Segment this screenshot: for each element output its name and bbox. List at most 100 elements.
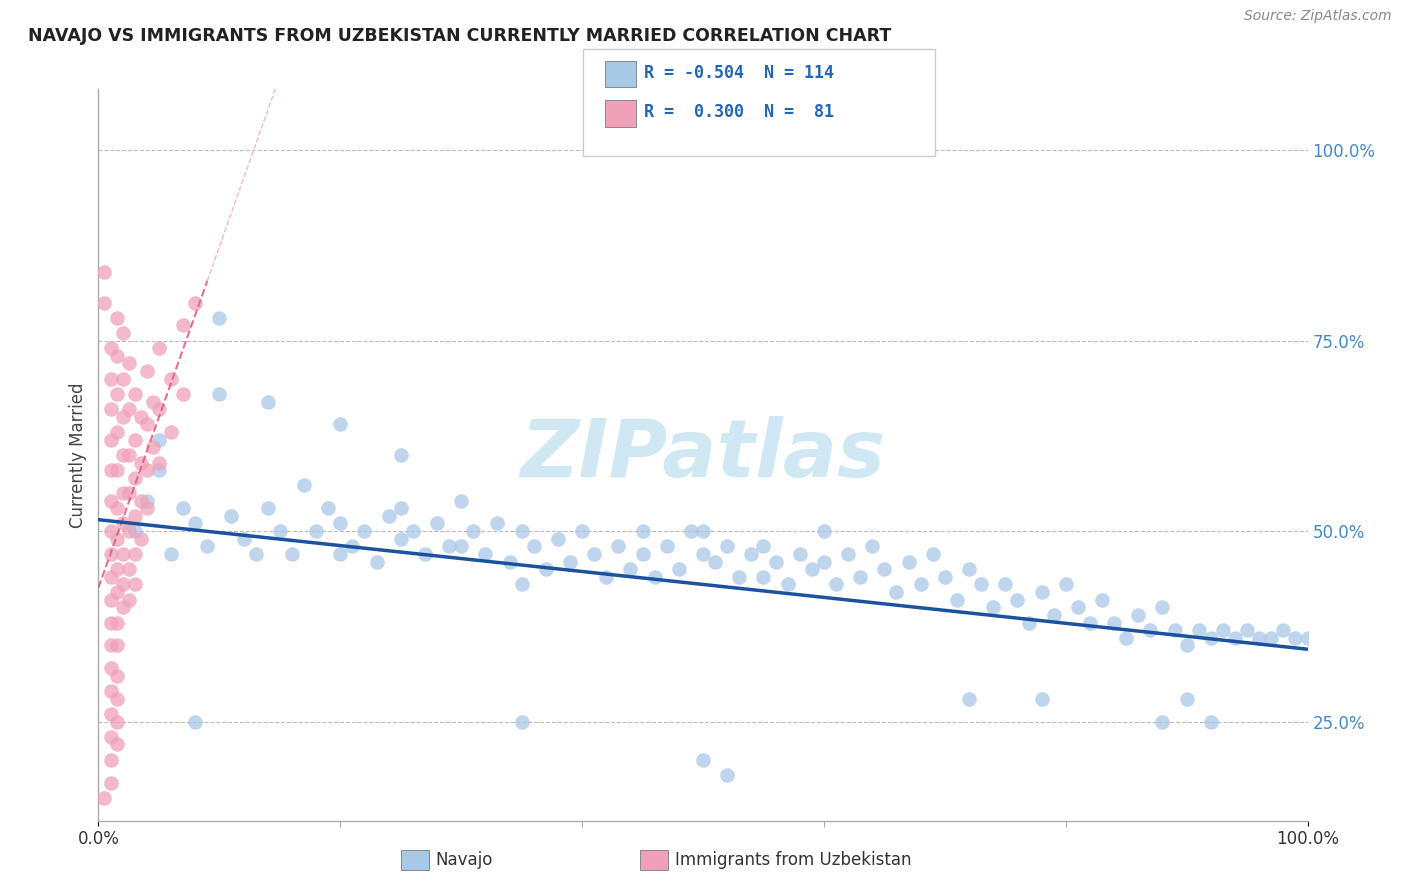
Point: [716, 539, 738, 553]
Point: [142, 394, 165, 409]
Point: [105, 310, 128, 325]
Point: [100, 493, 122, 508]
Point: [105, 615, 128, 630]
Point: [921, 547, 943, 561]
Text: Navajo: Navajo: [436, 851, 494, 869]
Point: [105, 639, 128, 653]
Point: [910, 577, 932, 591]
Point: [474, 547, 496, 561]
Point: [105, 349, 128, 363]
Point: [118, 524, 141, 538]
Point: [1188, 623, 1211, 637]
Point: [100, 433, 122, 447]
Point: [172, 318, 194, 333]
Point: [402, 524, 425, 538]
Point: [105, 738, 128, 752]
Point: [148, 341, 170, 355]
Point: [124, 547, 146, 561]
Point: [135, 501, 157, 516]
Point: [100, 372, 122, 386]
Point: [1199, 714, 1222, 729]
Point: [281, 547, 304, 561]
Point: [111, 600, 134, 615]
Point: [111, 516, 134, 531]
Point: [934, 570, 956, 584]
Point: [124, 387, 146, 401]
Point: [668, 562, 690, 576]
Point: [124, 471, 146, 485]
Point: [100, 684, 122, 698]
Point: [142, 440, 165, 454]
Point: [716, 768, 738, 782]
Point: [1223, 631, 1246, 645]
Point: [377, 508, 399, 523]
Point: [316, 501, 339, 516]
Point: [160, 372, 183, 386]
Point: [100, 341, 122, 355]
Point: [510, 714, 533, 729]
Point: [1199, 631, 1222, 645]
Point: [692, 753, 714, 767]
Point: [1042, 607, 1064, 622]
Point: [93, 790, 115, 805]
Point: [160, 425, 183, 439]
Point: [1078, 615, 1101, 630]
Point: [105, 532, 128, 546]
Point: [510, 524, 533, 538]
Point: [1018, 615, 1040, 630]
Point: [1175, 639, 1198, 653]
Point: [886, 585, 908, 599]
Point: [329, 516, 352, 531]
Point: [329, 547, 352, 561]
Point: [1102, 615, 1125, 630]
Point: [208, 387, 231, 401]
Point: [148, 433, 170, 447]
Point: [111, 372, 134, 386]
Point: [1163, 623, 1185, 637]
Point: [595, 570, 617, 584]
Text: R = -0.504  N = 114: R = -0.504 N = 114: [644, 64, 834, 82]
Point: [957, 691, 980, 706]
Point: [437, 539, 460, 553]
Point: [946, 592, 969, 607]
Point: [1249, 631, 1271, 645]
Text: ZIPatlas: ZIPatlas: [520, 416, 886, 494]
Point: [105, 425, 128, 439]
Point: [740, 547, 762, 561]
Point: [93, 295, 115, 310]
Point: [342, 539, 364, 553]
Point: [631, 524, 654, 538]
Point: [100, 775, 122, 789]
Text: Immigrants from Uzbekistan: Immigrants from Uzbekistan: [675, 851, 911, 869]
Point: [269, 524, 291, 538]
Point: [105, 501, 128, 516]
Point: [728, 570, 751, 584]
Point: [148, 402, 170, 417]
Point: [305, 524, 328, 538]
Point: [172, 387, 194, 401]
Point: [631, 547, 654, 561]
Point: [184, 714, 207, 729]
Point: [897, 555, 920, 569]
Point: [776, 577, 799, 591]
Point: [105, 585, 128, 599]
Point: [100, 463, 122, 477]
Point: [1212, 623, 1234, 637]
Point: [118, 592, 141, 607]
Point: [450, 539, 472, 553]
Point: [994, 577, 1017, 591]
Point: [148, 456, 170, 470]
Point: [752, 570, 775, 584]
Point: [184, 516, 207, 531]
Point: [1260, 631, 1282, 645]
Point: [1031, 585, 1053, 599]
Point: [1152, 600, 1174, 615]
Point: [129, 409, 152, 424]
Point: [100, 524, 122, 538]
Point: [583, 547, 606, 561]
Point: [195, 539, 218, 553]
Point: [1284, 631, 1306, 645]
Text: R =  0.300  N =  81: R = 0.300 N = 81: [644, 103, 834, 121]
Point: [105, 562, 128, 576]
Point: [129, 532, 152, 546]
